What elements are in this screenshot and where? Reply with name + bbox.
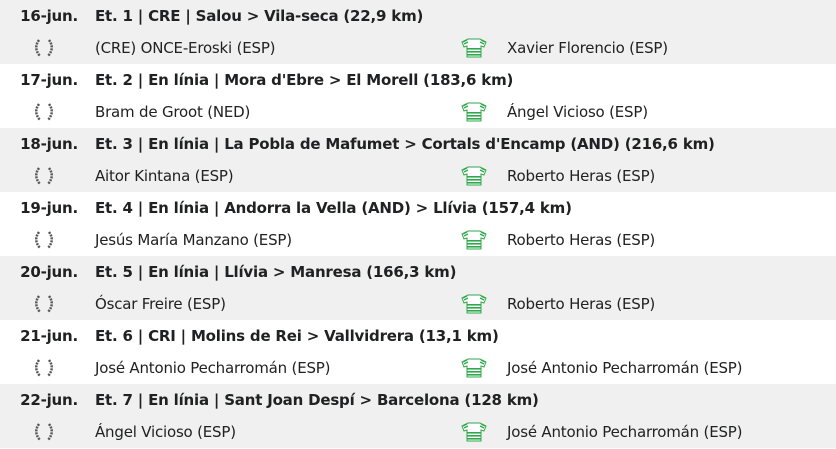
laurel-wreath-icon — [35, 103, 53, 121]
stage-title: Et. 6 | CRI | Molins de Rei > Vallvidrer… — [95, 327, 499, 345]
laurel-wreath-icon — [35, 295, 53, 313]
green-white-jersey-icon — [461, 294, 487, 314]
stage-title: Et. 7 | En línia | Sant Joan Despí > Bar… — [95, 391, 539, 409]
general-leader: Roberto Heras (ESP) — [507, 295, 656, 313]
stage-row: 21-jun. Et. 6 | CRI | Molins de Rei > Va… — [0, 320, 836, 384]
stage-row: 20-jun. Et. 5 | En línia | Llívia > Manr… — [0, 256, 836, 320]
green-white-jersey-icon — [461, 102, 487, 122]
stage-date: 18-jun. — [20, 135, 78, 153]
stage-title: Et. 1 | CRE | Salou > Vila-seca (22,9 km… — [95, 7, 424, 25]
general-leader: Ángel Vicioso (ESP) — [507, 103, 648, 121]
stage-title: Et. 5 | En línia | Llívia > Manresa (166… — [95, 263, 457, 281]
stage-row: 19-jun. Et. 4 | En línia | Andorra la Ve… — [0, 192, 836, 256]
stage-winner: Jesús María Manzano (ESP) — [95, 231, 292, 249]
laurel-wreath-icon — [35, 359, 53, 377]
stage-winner: Ángel Vicioso (ESP) — [95, 423, 236, 441]
stage-winner: (CRE) ONCE-Eroski (ESP) — [95, 39, 276, 57]
stage-row: 18-jun. Et. 3 | En línia | La Pobla de M… — [0, 128, 836, 192]
green-white-jersey-icon — [461, 230, 487, 250]
stage-date: 20-jun. — [20, 263, 78, 281]
stage-date: 21-jun. — [20, 327, 78, 345]
laurel-wreath-icon — [35, 167, 53, 185]
general-leader: José Antonio Pecharromán (ESP) — [507, 423, 743, 441]
stage-date: 19-jun. — [20, 199, 78, 217]
stage-row: 17-jun. Et. 2 | En línia | Mora d'Ebre >… — [0, 64, 836, 128]
stage-row: 22-jun. Et. 7 | En línia | Sant Joan Des… — [0, 384, 836, 448]
general-leader: Roberto Heras (ESP) — [507, 231, 656, 249]
general-leader: Xavier Florencio (ESP) — [507, 39, 668, 57]
green-white-jersey-icon — [461, 358, 487, 378]
general-leader: Roberto Heras (ESP) — [507, 167, 656, 185]
green-white-jersey-icon — [461, 422, 487, 442]
green-white-jersey-icon — [461, 166, 487, 186]
stage-winner: José Antonio Pecharromán (ESP) — [95, 359, 331, 377]
stage-title: Et. 2 | En línia | Mora d'Ebre > El More… — [95, 71, 514, 89]
stage-title: Et. 3 | En línia | La Pobla de Mafumet >… — [95, 135, 715, 153]
green-white-jersey-icon — [461, 38, 487, 58]
stage-date: 17-jun. — [20, 71, 78, 89]
stage-title: Et. 4 | En línia | Andorra la Vella (AND… — [95, 199, 572, 217]
stage-date: 16-jun. — [20, 7, 78, 25]
laurel-wreath-icon — [35, 231, 53, 249]
stage-date: 22-jun. — [20, 391, 78, 409]
general-leader: José Antonio Pecharromán (ESP) — [507, 359, 743, 377]
stage-row: 16-jun. Et. 1 | CRE | Salou > Vila-seca … — [0, 0, 836, 64]
laurel-wreath-icon — [35, 39, 53, 57]
laurel-wreath-icon — [35, 423, 53, 441]
stage-winner: Aitor Kintana (ESP) — [95, 167, 234, 185]
stage-winner: Bram de Groot (NED) — [95, 103, 251, 121]
stage-winner: Óscar Freire (ESP) — [95, 295, 226, 313]
